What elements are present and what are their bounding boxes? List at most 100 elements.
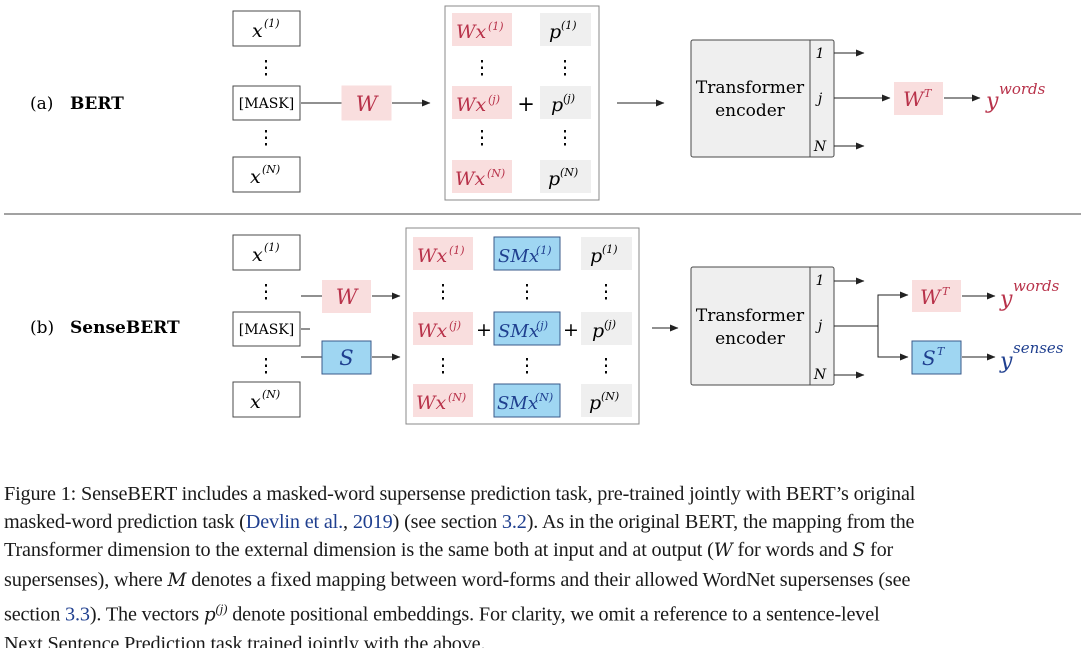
caption-text: ) (see section (392, 511, 502, 534)
panel-b-xn-base: x (250, 391, 261, 413)
panel-b-ywords-base: y (999, 287, 1013, 312)
panel-b-port-1: 1 (816, 273, 825, 289)
panel-a-embed-vdots-1b: ⋮ (556, 57, 575, 79)
panel-a-wxj-sup: (j) (488, 93, 500, 106)
panel-a-embed-vdots-1a: ⋮ (473, 57, 492, 79)
panel-a-input-mask: [MASK] (232, 85, 301, 121)
panel-b-pj-sup: (j) (604, 318, 616, 331)
panel-a-xn-sup: (N) (262, 163, 280, 176)
figure-diagram: (a) BERT x (1) ⋮ [MASK] ⋮ x (N) W (4, 5, 1081, 425)
caption-text: section (4, 603, 66, 626)
panel-b-branch-to-wt (834, 291, 909, 327)
panel-b-pn-base: p (589, 392, 601, 414)
panel-b-ysenses-base: y (999, 349, 1013, 374)
panel-a-embed-row-j: Wx (j) + p (j) (452, 86, 591, 119)
panel-b-wxj-base: Wx (417, 320, 448, 342)
panel-a-input-x1: x (1) (232, 10, 301, 47)
panel-a-embed-vdots-2b: ⋮ (556, 127, 575, 149)
caption-math-s: S (852, 540, 866, 562)
caption-text: masked-word prediction task ( (4, 511, 246, 534)
panel-b-w-box: W (322, 280, 371, 313)
panel-a-x1-sup: (1) (264, 17, 280, 30)
panel-b-xn-sup: (N) (262, 388, 280, 401)
panel-a-w-label: W (356, 92, 380, 116)
caption-line-4: supersenses), where M denotes a fixed ma… (4, 566, 1082, 595)
caption-math-m: M (167, 569, 187, 591)
panel-a-embed-vdots-2a: ⋮ (473, 127, 492, 149)
panel-a-xn-base: x (250, 166, 261, 188)
caption-line-2: masked-word prediction task (Devlin et a… (4, 508, 1082, 536)
panel-b-smx1-base: SMx (498, 246, 539, 267)
caption-math-p: p (203, 604, 216, 626)
panel-b-pj-base: p (592, 320, 604, 342)
panel-b-wt-sup: T (942, 285, 951, 298)
panel-b-embed-vdots-1c: ⋮ (597, 281, 616, 303)
section-ref-link[interactable]: 3.3 (65, 603, 90, 626)
panel-b-input-xn: x (N) (232, 381, 301, 418)
panel-b-embed-row-1: Wx (1) SMx (1) p (1) (413, 236, 632, 271)
panel-b-st-base: S (922, 346, 936, 370)
caption-line-3: Transformer dimension to the external di… (4, 536, 1082, 565)
panel-b-embed-vdots-2a: ⋮ (434, 355, 453, 377)
caption-line-6: Next Sentence Prediction task trained jo… (4, 632, 486, 648)
panel-a-encoder-line2: encoder (715, 101, 786, 121)
caption-text: for words and (732, 539, 853, 562)
panel-b-x1-sup: (1) (264, 241, 280, 254)
panel-b-embed-row-n: Wx (N) SMx (N) p (N) (413, 383, 632, 418)
panel-b-smxj-base: SMx (498, 321, 539, 342)
panel-b-s-label: S (339, 346, 353, 370)
panel-a-port-n: N (813, 139, 827, 155)
panel-b-sensebert: (b) SenseBERT x (1) ⋮ [MASK] ⋮ x (N) W S (30, 227, 1064, 425)
panel-b-wt-box: W T (912, 280, 961, 312)
panel-b-st-box: S T (911, 340, 962, 375)
caption-text: denotes a fixed mapping between word-for… (186, 568, 911, 591)
panel-a-vdots-1: ⋮ (257, 57, 276, 79)
panel-b-ysenses-sup: senses (1013, 339, 1064, 357)
caption-text: denote positional embeddings. For clarit… (227, 603, 880, 626)
panel-a-p1-base: p (549, 21, 561, 43)
panel-a-embed-row-1: Wx (1) p (1) (452, 13, 591, 46)
panel-b-smxn-base: SMx (497, 393, 538, 414)
panel-a-pn-sup: (N) (560, 166, 578, 179)
panel-b-wx1-sup: (1) (449, 244, 465, 257)
panel-b-wxj-sup: (j) (449, 319, 461, 332)
citation-link[interactable]: Devlin et al. (245, 511, 344, 534)
citation-year-link[interactable]: 2019 (352, 511, 393, 534)
caption-line-1: Figure 1: SenseBERT includes a masked-wo… (4, 483, 916, 505)
panel-a-w-box: W (341, 85, 392, 121)
panel-b-smxn-sup: (N) (535, 391, 553, 404)
panel-b-vdots-2: ⋮ (257, 355, 276, 377)
caption-text: supersenses), where (4, 568, 168, 591)
panel-a-embed-row-n: Wx (N) p (N) (452, 160, 591, 193)
panel-a-plus: + (517, 92, 535, 116)
panel-b-port-j: j (815, 318, 823, 334)
panel-a-pj-sup: (j) (563, 92, 575, 105)
panel-a-bert: (a) BERT x (1) ⋮ [MASK] ⋮ x (N) W (30, 5, 1046, 201)
panel-a-y-base: y (985, 89, 999, 114)
panel-a-wxn-base: Wx (455, 168, 486, 190)
panel-b-p1-base: p (590, 245, 602, 267)
panel-b-x1-base: x (252, 244, 263, 266)
panel-a-port-j: j (815, 91, 823, 107)
caption-text: ). As in the original BERT, the mapping … (526, 511, 915, 534)
panel-a-name: BERT (70, 94, 124, 114)
panel-a-port-1: 1 (816, 46, 825, 62)
panel-a-wx1-base: Wx (456, 21, 487, 43)
panel-b-wxn-sup: (N) (448, 391, 466, 404)
panel-a-pj-base: p (551, 94, 563, 116)
panel-b-input-x1: x (1) (232, 234, 301, 271)
panel-b-smx1-sup: (1) (536, 244, 552, 257)
panel-a-x1-base: x (252, 20, 263, 42)
caption-text: , (343, 511, 353, 534)
panel-a-pn-base: p (548, 168, 560, 190)
panel-b-vdots-1: ⋮ (257, 281, 276, 303)
panel-a-transformer-encoder: Transformer encoder 1 j N (690, 39, 835, 158)
panel-a-encoder-line1: Transformer (696, 78, 805, 98)
caption-text: for (865, 539, 894, 562)
panel-b-plus-2: + (563, 319, 579, 341)
figure-caption: Figure 1: SenseBERT includes a masked-wo… (4, 480, 1082, 648)
panel-a-vdots-2: ⋮ (257, 127, 276, 149)
section-ref-link[interactable]: 3.2 (501, 511, 527, 534)
panel-b-embed-row-j: Wx (j) + SMx (j) + p (j) (413, 311, 632, 346)
